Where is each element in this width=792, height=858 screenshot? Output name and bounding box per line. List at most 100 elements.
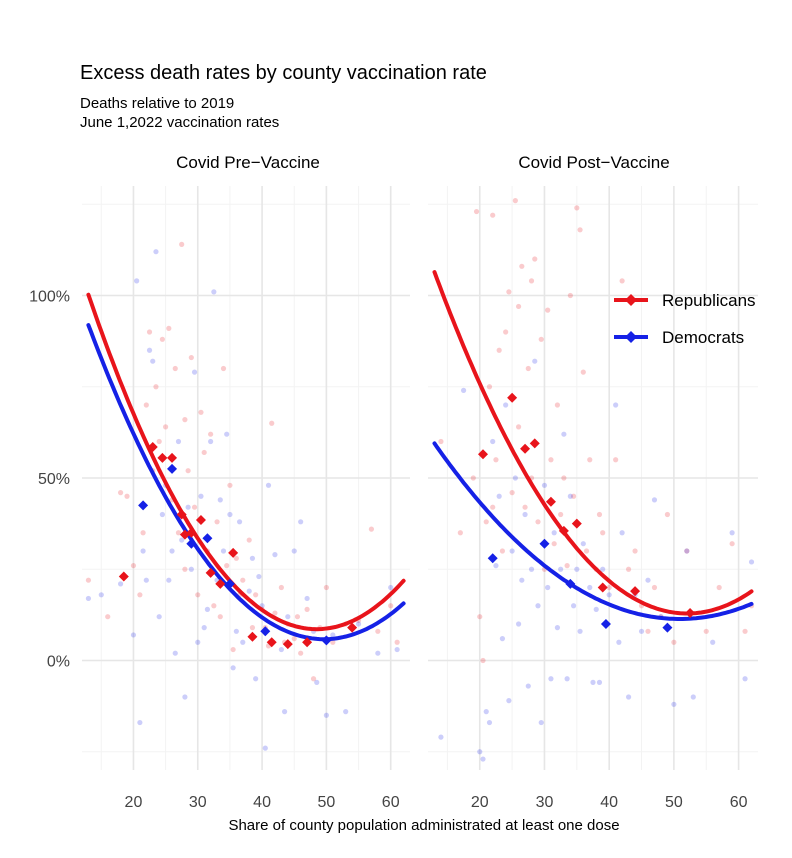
raw-point-democrats xyxy=(388,584,394,591)
raw-point-democrats xyxy=(503,402,509,408)
binned-point-republicans xyxy=(347,622,358,633)
raw-point-republicans xyxy=(198,409,204,415)
raw-point-democrats xyxy=(236,519,243,525)
raw-point-democrats xyxy=(742,676,748,682)
binned-point-republicans xyxy=(558,525,569,536)
raw-point-republicans xyxy=(253,592,259,598)
raw-point-democrats xyxy=(561,431,567,437)
raw-point-republicans xyxy=(211,603,217,609)
binned-point-republicans xyxy=(215,578,226,589)
raw-point-republicans xyxy=(600,530,606,536)
raw-point-democrats xyxy=(130,632,137,638)
panel-post-vaccine: Covid Post−Vaccine 20 30 40 50 60 xyxy=(428,153,758,811)
raw-point-democrats xyxy=(140,548,146,554)
raw-point-republicans xyxy=(140,530,146,536)
raw-point-republicans xyxy=(220,365,227,372)
raw-point-republicans xyxy=(137,592,143,598)
raw-point-democrats xyxy=(558,566,564,572)
raw-point-democrats xyxy=(272,552,278,558)
raw-point-democrats xyxy=(541,482,548,488)
raw-point-republicans xyxy=(175,530,182,536)
raw-point-democrats xyxy=(587,584,593,591)
binned-point-republicans xyxy=(195,514,206,525)
raw-point-democrats xyxy=(619,530,625,536)
raw-point-republicans xyxy=(166,325,172,331)
binned-point-democrats xyxy=(321,635,332,646)
binned-point-republicans xyxy=(247,631,258,642)
raw-point-democrats xyxy=(262,745,268,751)
raw-point-democrats xyxy=(554,625,561,631)
x-tick-label: 50 xyxy=(317,794,335,811)
raw-point-republicans xyxy=(323,584,329,591)
raw-point-democrats xyxy=(748,559,755,565)
raw-point-democrats xyxy=(512,475,518,481)
raw-point-democrats xyxy=(486,719,493,726)
raw-point-democrats xyxy=(493,563,499,569)
binned-point-republicans xyxy=(545,496,556,507)
raw-point-republicans xyxy=(368,526,375,532)
raw-point-republicans xyxy=(625,566,632,572)
raw-point-democrats xyxy=(506,698,512,704)
x-tick-label: 60 xyxy=(382,794,400,811)
raw-point-republicans xyxy=(188,354,194,361)
raw-point-republicans xyxy=(153,384,159,390)
raw-point-democrats xyxy=(153,249,159,255)
raw-point-democrats xyxy=(265,482,272,488)
raw-point-democrats xyxy=(580,541,586,547)
raw-point-democrats xyxy=(590,679,596,686)
raw-point-democrats xyxy=(233,628,239,634)
raw-point-republicans xyxy=(159,336,165,342)
raw-point-democrats xyxy=(175,438,182,445)
binned-point-democrats xyxy=(224,578,235,589)
raw-point-republicans xyxy=(269,420,275,426)
raw-point-republicans xyxy=(545,307,551,313)
binned-point-republicans xyxy=(520,443,531,454)
raw-point-republicans xyxy=(632,548,638,554)
raw-point-republicans xyxy=(438,438,444,445)
raw-point-democrats xyxy=(645,577,651,583)
raw-point-democrats xyxy=(532,358,538,364)
raw-point-republicans xyxy=(310,676,317,682)
binned-point-republicans xyxy=(228,547,239,558)
binned-point-republicans xyxy=(685,608,696,619)
raw-point-republicans xyxy=(483,519,489,525)
raw-point-republicans xyxy=(214,519,220,525)
x-tick-label: 40 xyxy=(253,794,271,811)
raw-point-democrats xyxy=(483,709,489,715)
raw-point-democrats xyxy=(253,676,259,682)
raw-point-republicans xyxy=(156,438,162,445)
raw-point-republicans xyxy=(201,449,207,456)
binned-point-democrats xyxy=(167,463,178,474)
raw-points-post-vaccine xyxy=(438,198,755,762)
raw-point-democrats xyxy=(134,278,140,284)
raw-point-democrats xyxy=(208,438,214,445)
raw-point-democrats xyxy=(224,431,230,437)
x-ticks-pre-vaccine: 20 30 40 50 60 xyxy=(125,794,400,811)
raw-point-democrats xyxy=(551,530,557,536)
raw-point-democrats xyxy=(480,756,486,762)
binned-point-republicans xyxy=(157,452,168,463)
raw-point-democrats xyxy=(522,511,528,518)
legend-label-republicans: Republicans xyxy=(662,291,756,310)
raw-point-democrats xyxy=(548,676,554,682)
raw-point-democrats xyxy=(616,639,622,645)
binned-points-post-vaccine xyxy=(478,392,696,633)
facet-label-pre-vaccine: Covid Pre−Vaccine xyxy=(176,153,320,172)
raw-point-democrats xyxy=(217,497,223,503)
fit-lines-pre-vaccine xyxy=(86,292,406,642)
panel-pre-vaccine: Covid Pre−Vaccine 20 30 40 50 60 xyxy=(82,153,410,811)
raw-point-republicans xyxy=(671,639,677,645)
raw-point-republicans xyxy=(191,504,198,510)
legend-marker-democrats xyxy=(625,331,637,343)
raw-point-republicans xyxy=(528,278,535,284)
binned-point-republicans xyxy=(302,637,313,648)
binned-point-republicans xyxy=(176,509,187,520)
raw-point-republicans xyxy=(551,541,557,547)
raw-point-democrats xyxy=(240,639,246,645)
raw-point-republicans xyxy=(554,402,561,408)
raw-point-republicans xyxy=(217,614,223,620)
binned-point-democrats xyxy=(202,533,213,544)
raw-point-republicans xyxy=(182,566,188,572)
raw-point-democrats xyxy=(169,548,175,554)
